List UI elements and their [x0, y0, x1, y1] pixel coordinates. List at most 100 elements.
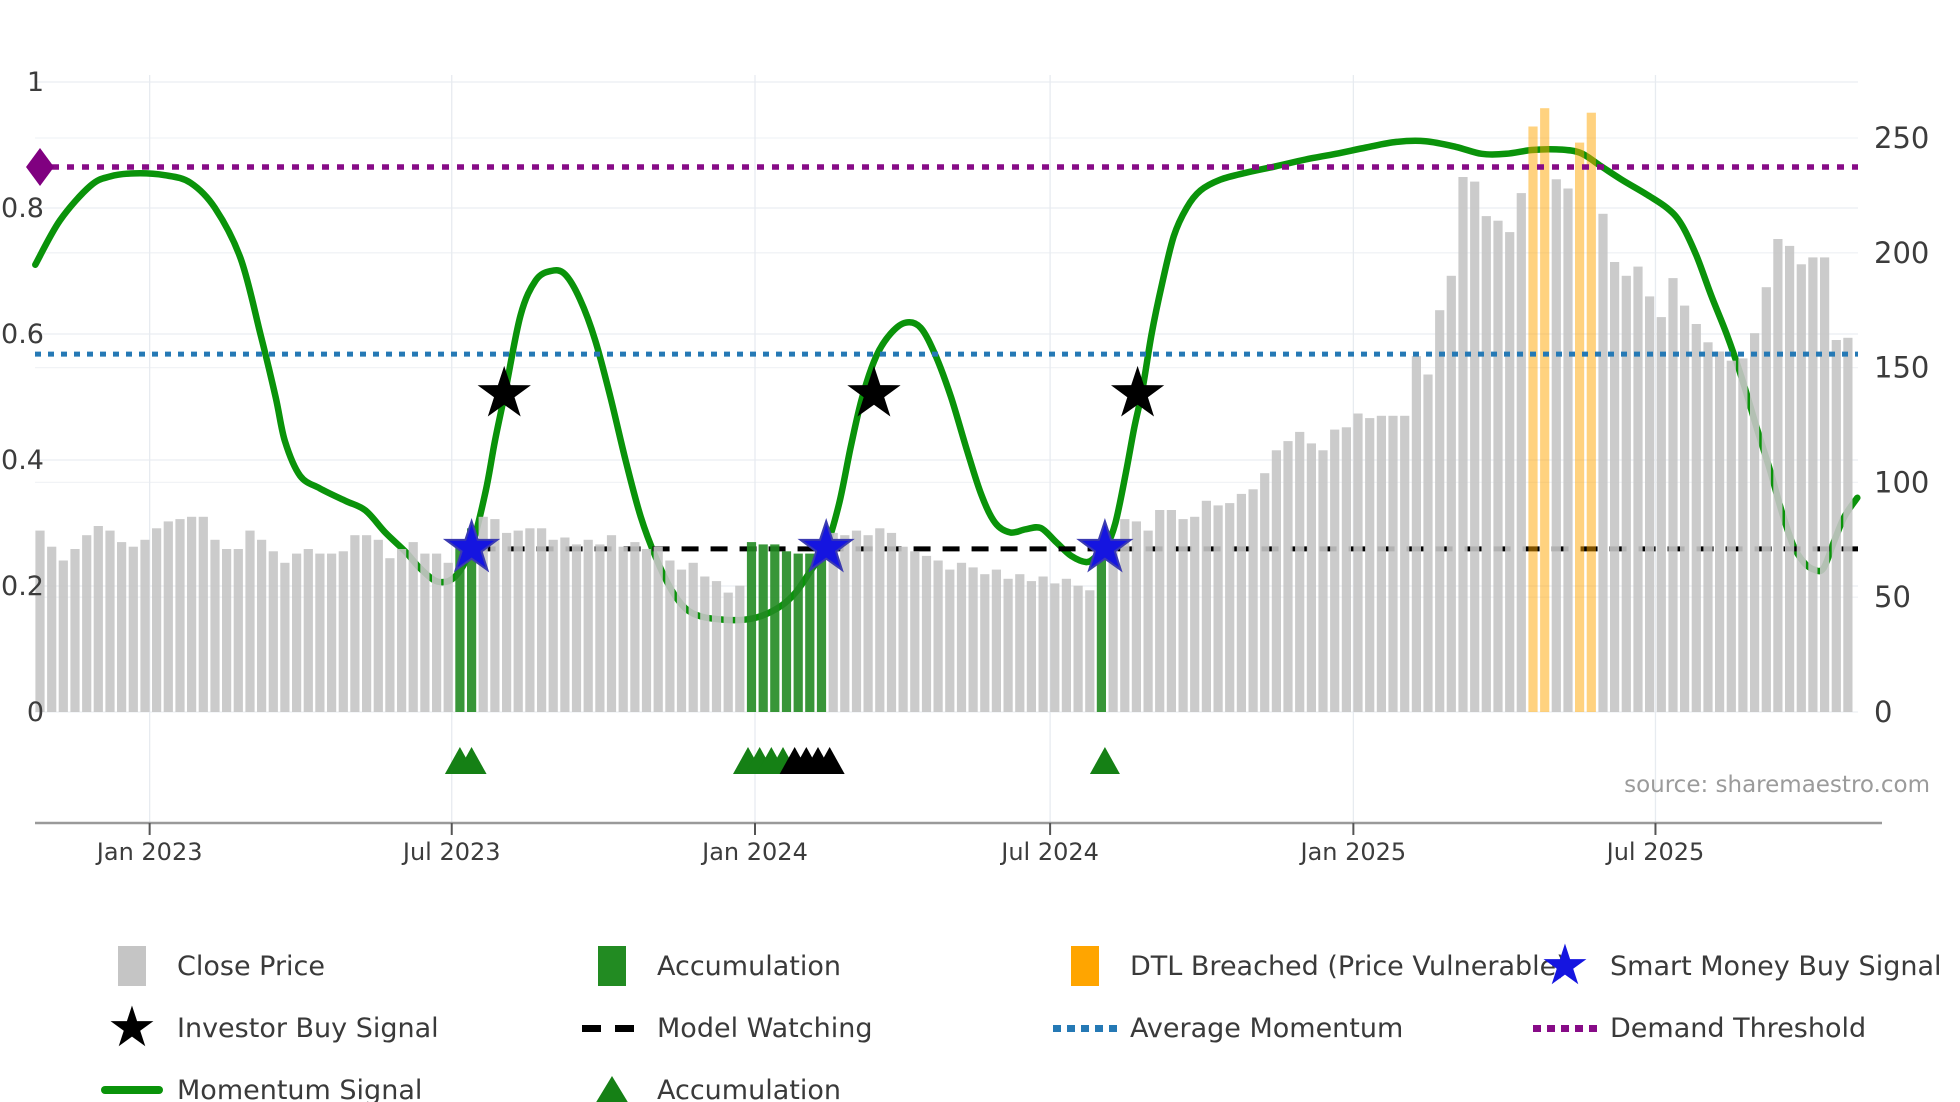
- close-price-bar: [1248, 489, 1258, 712]
- close-price-bar: [1411, 356, 1421, 712]
- close-price-bar: [1505, 232, 1515, 712]
- close-price-bar: [117, 542, 127, 712]
- dtl-breached-bar: [1586, 112, 1596, 712]
- legend-item[interactable]: Demand Threshold: [1528, 997, 1942, 1059]
- close-price-bar: [35, 530, 45, 712]
- close-price-bar: [537, 528, 547, 712]
- right-axis-tick-label: 250: [1874, 121, 1929, 155]
- accumulation-bar: [781, 551, 792, 712]
- close-price-bar: [1365, 418, 1375, 712]
- close-price-bar: [1073, 585, 1083, 712]
- close-price-bar: [397, 549, 407, 712]
- close-price-bar: [641, 549, 652, 712]
- close-price-bar: [1796, 264, 1806, 712]
- dtl-breached-bar: [1540, 108, 1550, 712]
- close-price-bar: [571, 544, 582, 712]
- legend-item[interactable]: Accumulation: [575, 935, 872, 997]
- close-price-bar: [385, 558, 395, 712]
- close-price-bar: [1820, 257, 1830, 712]
- green-triangle-icon: [575, 1076, 649, 1102]
- legend-item-label: Accumulation: [657, 1074, 841, 1102]
- close-price-bar: [1691, 324, 1701, 712]
- investor-buy-signal-star: [1111, 365, 1165, 417]
- close-price-bar: [1236, 493, 1246, 712]
- smart-money-buy-signal-star: [1076, 518, 1134, 573]
- x-axis-tick-label: Jul 2024: [999, 838, 1099, 866]
- close-price-bar: [478, 516, 488, 712]
- close-price-bar: [257, 539, 267, 712]
- close-price-bar: [432, 553, 442, 712]
- accumulation-triangle: [1089, 747, 1120, 774]
- legend-item[interactable]: Average Momentum: [1048, 997, 1567, 1059]
- legend-item[interactable]: DTL Breached (Price Vulnerable): [1048, 935, 1567, 997]
- x-axis-tick-label: Jan 2025: [1299, 838, 1407, 866]
- legend-item[interactable]: Momentum Signal: [95, 1059, 439, 1102]
- legend-item[interactable]: Close Price: [95, 935, 439, 997]
- close-price-bar: [735, 585, 745, 712]
- right-axis-tick-label: 50: [1874, 580, 1911, 614]
- close-price-bar: [128, 546, 138, 712]
- legend-item[interactable]: ★ Smart Money Buy Signal: [1528, 935, 1942, 997]
- investor-buy-signal-star: [847, 365, 901, 417]
- close-price-bar: [222, 549, 232, 712]
- close-price-bar: [711, 581, 722, 712]
- close-price-bar: [688, 562, 698, 712]
- close-price-bar: [606, 535, 617, 712]
- close-price-bar: [1446, 275, 1456, 712]
- close-price-bar: [70, 549, 80, 712]
- close-price-bar: [1038, 576, 1048, 712]
- close-price-bar: [327, 553, 337, 712]
- close-price-bar: [93, 526, 103, 712]
- left-axis-tick-label: 1: [27, 67, 44, 98]
- close-price-bar: [1108, 539, 1118, 712]
- close-price-bar: [548, 539, 558, 712]
- close-price-bar: [1143, 530, 1153, 712]
- accumulation-bar: [805, 553, 815, 712]
- legend-item[interactable]: ★ Investor Buy Signal: [95, 997, 439, 1059]
- legend-item-label: Demand Threshold: [1610, 1012, 1867, 1044]
- close-price-bar: [1271, 450, 1281, 712]
- close-price-bar: [653, 546, 663, 712]
- close-price-bar: [1435, 310, 1445, 712]
- close-price-bar: [1843, 337, 1853, 712]
- close-price-bar: [1563, 188, 1573, 712]
- accumulation-bar: [467, 528, 477, 712]
- legend-item-label: Smart Money Buy Signal: [1610, 950, 1942, 982]
- close-price-bar: [303, 549, 313, 712]
- close-price-bar: [163, 521, 173, 712]
- close-price-bar: [1400, 415, 1410, 712]
- close-price-bar: [1610, 262, 1620, 712]
- close-price-bar: [956, 562, 967, 712]
- legend-item[interactable]: Accumulation: [575, 1059, 872, 1102]
- legend-item[interactable]: Model Watching: [575, 997, 872, 1059]
- purple-dotted-icon: [1528, 1024, 1602, 1032]
- close-price-bar: [1633, 266, 1643, 712]
- close-price-bar: [1376, 415, 1386, 712]
- close-price-bar: [991, 569, 1001, 712]
- dtl-breached-bar: [1575, 142, 1585, 713]
- close-price-bar: [1516, 193, 1526, 713]
- close-price-bar: [1166, 510, 1176, 712]
- orange-square-icon: [1048, 946, 1122, 986]
- close-price-bar: [1598, 213, 1608, 713]
- x-axis-tick-label: Jul 2025: [1605, 838, 1705, 866]
- close-price-bar: [1283, 441, 1293, 712]
- close-price-bar: [840, 535, 850, 712]
- close-price-bar: [1621, 275, 1631, 712]
- close-price-bar: [828, 532, 838, 712]
- x-axis-tick-label: Jan 2023: [95, 838, 203, 866]
- close-price-bar: [1178, 519, 1188, 712]
- close-price-bar: [1318, 450, 1328, 712]
- legend-item-label: Model Watching: [657, 1012, 873, 1044]
- close-price-bar: [140, 539, 150, 712]
- close-price-bar: [1120, 519, 1130, 712]
- close-price-bar: [886, 532, 897, 712]
- close-price-bar: [1680, 305, 1690, 712]
- close-price-bar: [187, 516, 197, 712]
- close-price-bar: [1201, 500, 1211, 712]
- accumulation-bar: [758, 544, 768, 712]
- close-price-bar: [373, 539, 383, 712]
- close-price-bar: [1213, 505, 1223, 712]
- close-price-bar: [1773, 239, 1783, 712]
- close-price-bar: [1155, 510, 1165, 712]
